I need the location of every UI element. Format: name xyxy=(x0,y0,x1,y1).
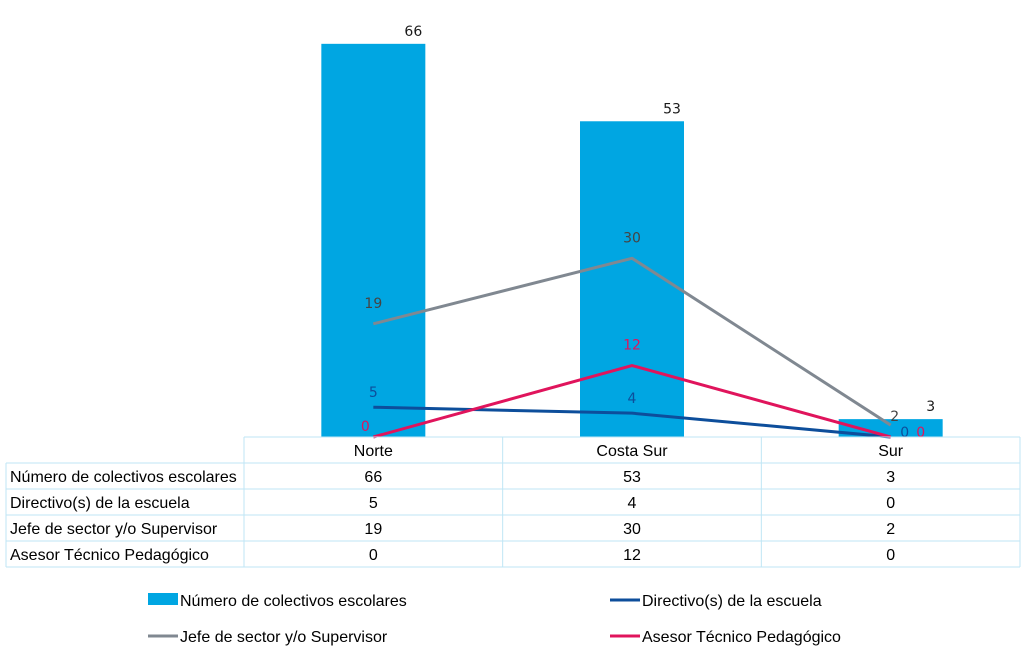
legend-item: Asesor Técnico Pedagógico xyxy=(610,629,841,646)
table-cell: 0 xyxy=(369,547,378,564)
bar-norte xyxy=(321,43,426,437)
table-row-label: Jefe de sector y/o Supervisor xyxy=(10,521,218,538)
table-cell: 0 xyxy=(886,547,895,564)
table-row-label: Asesor Técnico Pedagógico xyxy=(10,547,209,564)
category-label: Sur xyxy=(878,443,904,460)
data-table: Norte Costa Sur Sur Número de colectivos es… xyxy=(5,436,1021,568)
data-label: 19 xyxy=(364,296,382,312)
data-label: 3 xyxy=(926,399,935,415)
line-asesor-t-cnico-pedag-gico xyxy=(372,364,892,439)
table-cell: 2 xyxy=(886,521,895,538)
table-cell: 19 xyxy=(364,521,382,538)
table-cell: 4 xyxy=(628,495,637,512)
bar-costa-sur xyxy=(580,121,684,438)
data-label: 0 xyxy=(361,419,370,435)
data-label: 4 xyxy=(628,391,637,407)
category-label: Costa Sur xyxy=(596,443,668,460)
data-label: 5 xyxy=(369,385,378,401)
category-label: Norte xyxy=(354,443,393,460)
legend-swatch xyxy=(148,593,178,605)
table-row-label: Número de colectivos escolares xyxy=(10,469,237,486)
legend-label: Jefe de sector y/o Supervisor xyxy=(180,629,388,646)
data-label: 2 xyxy=(890,409,899,425)
legend: Número de colectivos escolares Directivo(… xyxy=(148,593,841,646)
legend-item: Número de colectivos escolares xyxy=(148,593,407,610)
data-label: 30 xyxy=(623,230,641,246)
legend-item: Jefe de sector y/o Supervisor xyxy=(148,629,388,646)
table-cell: 30 xyxy=(623,521,641,538)
table-cell: 66 xyxy=(364,469,382,486)
line-jefe-de-sector-y-o-supervisor xyxy=(372,256,892,427)
line-series xyxy=(372,256,892,439)
data-label: 0 xyxy=(916,425,925,441)
table-cell: 0 xyxy=(886,495,895,512)
table-cell: 12 xyxy=(623,547,641,564)
table-cell: 3 xyxy=(886,469,895,486)
table-cell: 5 xyxy=(369,495,378,512)
data-label: 66 xyxy=(404,24,422,40)
legend-label: Asesor Técnico Pedagógico xyxy=(642,629,841,646)
bar-sur xyxy=(838,419,943,437)
legend-item: Directivo(s) de la escuela xyxy=(610,593,822,610)
line-directivo-s-de-la-escuela xyxy=(373,405,891,439)
data-label: 53 xyxy=(663,101,681,117)
table-row-label: Directivo(s) de la escuela xyxy=(10,495,190,512)
table-cell: 53 xyxy=(623,469,641,486)
legend-label: Directivo(s) de la escuela xyxy=(642,593,822,610)
legend-label: Número de colectivos escolares xyxy=(180,593,407,610)
data-label: 12 xyxy=(623,338,641,354)
data-label: 0 xyxy=(900,425,909,441)
